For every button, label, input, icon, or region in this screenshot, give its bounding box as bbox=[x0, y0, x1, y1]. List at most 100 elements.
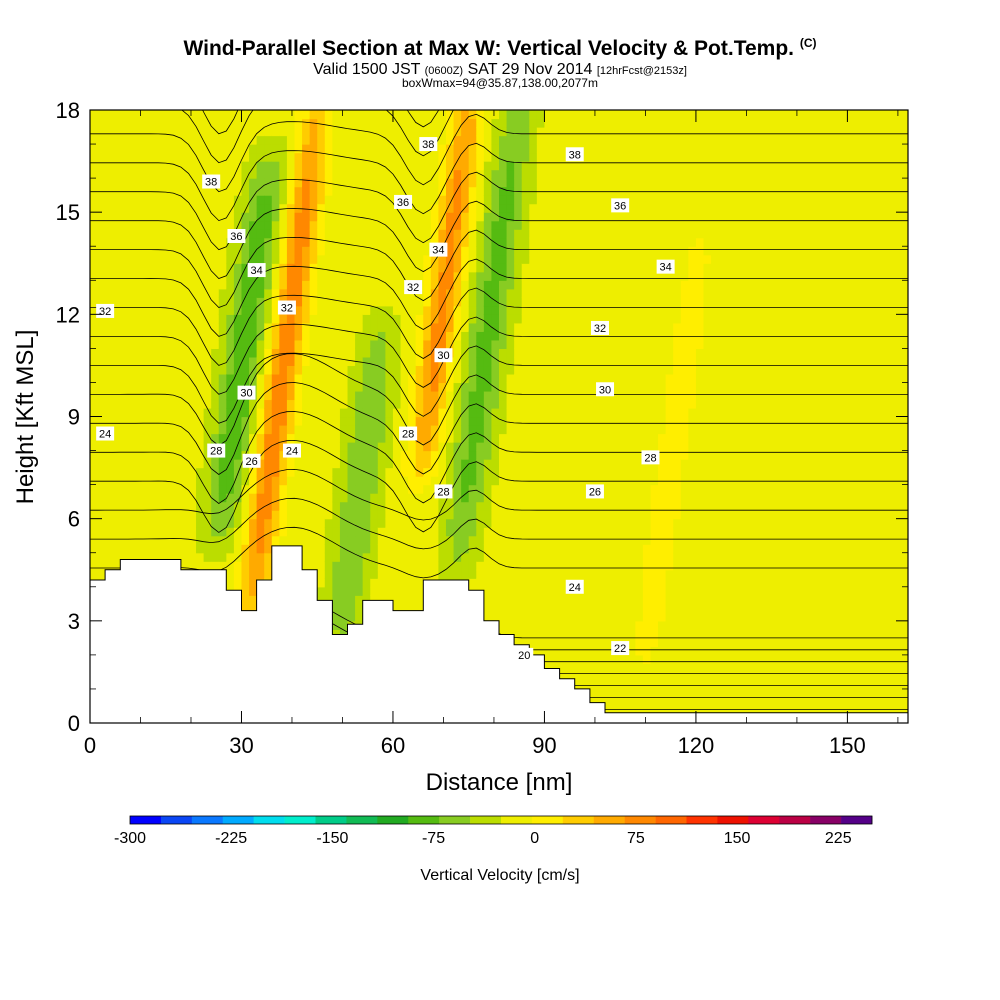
velocity-cell bbox=[150, 271, 159, 281]
velocity-cell bbox=[339, 263, 349, 273]
velocity-cell bbox=[264, 288, 273, 298]
velocity-cell bbox=[233, 501, 243, 511]
velocity-cell bbox=[120, 297, 129, 307]
velocity-cell bbox=[249, 399, 258, 409]
velocity-cell bbox=[589, 220, 599, 230]
velocity-cell bbox=[165, 110, 174, 120]
velocity-cell bbox=[135, 356, 144, 367]
velocity-cell bbox=[309, 288, 318, 298]
velocity-cell bbox=[370, 382, 379, 392]
velocity-cell bbox=[211, 152, 220, 162]
velocity-cell bbox=[544, 629, 553, 639]
velocity-cell bbox=[385, 416, 394, 426]
velocity-cell bbox=[468, 271, 477, 281]
velocity-cell bbox=[355, 399, 364, 409]
velocity-cell bbox=[294, 390, 303, 401]
velocity-cell bbox=[552, 135, 561, 145]
velocity-cell bbox=[461, 254, 470, 264]
velocity-cell bbox=[468, 254, 477, 264]
velocity-cell bbox=[150, 365, 159, 375]
velocity-cell bbox=[173, 544, 182, 554]
velocity-cell bbox=[249, 254, 258, 264]
velocity-cell bbox=[347, 612, 356, 622]
velocity-cell bbox=[491, 135, 500, 145]
velocity-cell bbox=[317, 416, 326, 426]
velocity-cell bbox=[180, 246, 190, 256]
velocity-cell bbox=[438, 305, 447, 315]
velocity-cell bbox=[355, 416, 364, 426]
velocity-cell bbox=[309, 510, 318, 520]
velocity-cell bbox=[339, 629, 349, 639]
velocity-cell bbox=[180, 314, 190, 324]
velocity-cell bbox=[173, 246, 182, 256]
velocity-cell bbox=[559, 229, 568, 239]
velocity-cell bbox=[430, 416, 440, 426]
velocity-cell bbox=[423, 356, 432, 367]
velocity-cell bbox=[150, 552, 159, 562]
velocity-cell bbox=[506, 390, 515, 401]
velocity-cell bbox=[324, 348, 333, 358]
velocity-cell bbox=[461, 280, 470, 290]
velocity-cell bbox=[605, 254, 614, 264]
velocity-cell bbox=[370, 569, 379, 579]
velocity-cell bbox=[188, 280, 197, 290]
velocity-cell bbox=[112, 229, 121, 239]
velocity-cell bbox=[188, 152, 197, 162]
velocity-cell bbox=[165, 195, 174, 205]
velocity-cell bbox=[461, 271, 470, 281]
velocity-cell bbox=[499, 518, 508, 528]
velocity-cell bbox=[90, 288, 99, 298]
velocity-cell bbox=[536, 305, 546, 315]
velocity-cell bbox=[567, 510, 576, 520]
velocity-cell bbox=[536, 110, 546, 120]
velocity-cell bbox=[90, 263, 99, 273]
velocity-cell bbox=[438, 382, 447, 392]
velocity-cell bbox=[529, 484, 538, 494]
velocity-cell bbox=[294, 161, 303, 171]
velocity-cell bbox=[506, 629, 515, 639]
velocity-cell bbox=[196, 459, 205, 469]
velocity-cell bbox=[188, 476, 197, 486]
velocity-cell bbox=[143, 220, 152, 230]
velocity-cell bbox=[143, 348, 152, 358]
velocity-cell bbox=[158, 407, 167, 418]
velocity-cell bbox=[506, 220, 515, 230]
velocity-cell bbox=[218, 220, 227, 230]
velocity-cell bbox=[339, 459, 349, 469]
velocity-cell bbox=[165, 510, 174, 520]
velocity-cell bbox=[347, 127, 356, 137]
velocity-cell bbox=[438, 407, 447, 418]
velocity-cell bbox=[605, 348, 614, 358]
velocity-cell bbox=[415, 127, 424, 137]
velocity-cell bbox=[355, 425, 364, 435]
velocity-cell bbox=[173, 220, 182, 230]
velocity-cell bbox=[506, 348, 515, 358]
velocity-cell bbox=[438, 365, 447, 375]
velocity-cell bbox=[355, 127, 364, 137]
velocity-cell bbox=[97, 476, 106, 486]
velocity-cell bbox=[559, 501, 568, 511]
velocity-cell bbox=[408, 348, 417, 358]
velocity-cell bbox=[506, 229, 515, 239]
velocity-cell bbox=[203, 476, 212, 486]
velocity-cell bbox=[597, 433, 606, 443]
velocity-cell bbox=[415, 263, 424, 273]
velocity-cell bbox=[514, 365, 523, 375]
velocity-cell bbox=[317, 220, 326, 230]
velocity-cell bbox=[226, 433, 235, 443]
velocity-cell bbox=[173, 280, 182, 290]
velocity-cell bbox=[180, 399, 190, 409]
velocity-cell bbox=[574, 161, 583, 171]
velocity-cell bbox=[408, 578, 417, 588]
velocity-cell bbox=[491, 271, 500, 281]
velocity-cell bbox=[347, 271, 356, 281]
velocity-cell bbox=[339, 407, 349, 418]
velocity-cell bbox=[347, 331, 356, 341]
velocity-cell bbox=[218, 399, 227, 409]
velocity-cell bbox=[582, 646, 591, 656]
velocity-cell bbox=[309, 450, 318, 460]
velocity-cell bbox=[165, 459, 174, 469]
velocity-cell bbox=[423, 476, 432, 486]
velocity-cell bbox=[582, 416, 591, 426]
velocity-cell bbox=[211, 425, 220, 435]
